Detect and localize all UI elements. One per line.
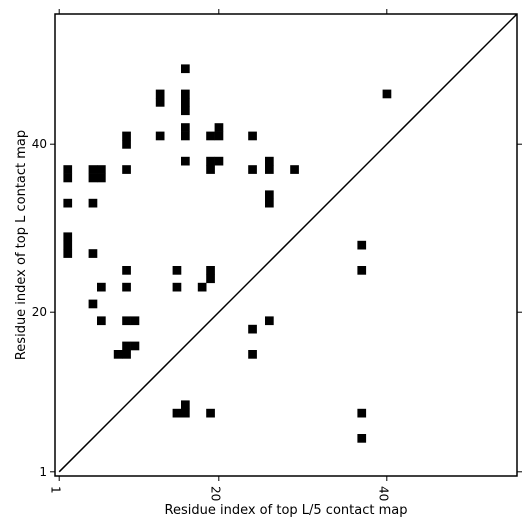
contact-cell bbox=[130, 341, 140, 351]
contact-cell bbox=[206, 165, 215, 174]
contact-cell bbox=[155, 131, 165, 141]
contact-cell bbox=[181, 64, 190, 74]
contact-cell bbox=[290, 165, 299, 174]
contact-cell bbox=[181, 89, 190, 99]
contact-cell bbox=[122, 140, 131, 149]
contact-cell bbox=[155, 89, 165, 99]
contact-cell bbox=[248, 131, 257, 141]
contact-cell bbox=[63, 165, 73, 174]
contact-cell bbox=[63, 240, 73, 250]
contact-cell bbox=[248, 165, 257, 174]
contact-cell bbox=[206, 131, 215, 141]
contact-cell bbox=[181, 400, 190, 410]
contact-cell bbox=[122, 350, 131, 359]
contact-cell bbox=[130, 316, 140, 326]
contact-cell bbox=[382, 89, 392, 99]
contact-cell bbox=[88, 165, 98, 174]
contact-cell bbox=[122, 282, 131, 292]
contact-cell bbox=[214, 131, 224, 141]
contact-cell bbox=[265, 198, 274, 208]
diagonal-line bbox=[58, 13, 518, 473]
x-tick-label: 20 bbox=[208, 486, 222, 501]
contact-cell bbox=[172, 266, 182, 275]
contact-cell bbox=[265, 190, 274, 200]
contact-cell bbox=[181, 408, 190, 418]
contact-cell bbox=[122, 165, 131, 174]
contact-cell bbox=[172, 282, 182, 292]
contact-cell bbox=[265, 316, 274, 326]
contact-cell bbox=[88, 173, 98, 183]
contact-cell bbox=[265, 156, 274, 166]
contact-cell bbox=[357, 240, 367, 250]
contact-cell bbox=[122, 341, 131, 351]
contact-cell bbox=[63, 173, 73, 183]
contact-cell bbox=[357, 408, 367, 418]
x-axis-ticks: 1 20 40 bbox=[49, 9, 390, 501]
y-tick-label: 20 bbox=[32, 305, 47, 319]
contact-cell bbox=[63, 198, 73, 208]
contact-cell bbox=[206, 408, 215, 418]
contact-cell bbox=[88, 249, 98, 258]
contact-cell bbox=[63, 249, 73, 258]
contact-cell bbox=[206, 266, 215, 275]
contact-cell bbox=[122, 316, 131, 326]
contact-cell bbox=[357, 266, 367, 275]
contact-cell bbox=[265, 165, 274, 174]
contact-cell bbox=[97, 282, 106, 292]
contact-cell bbox=[88, 198, 98, 208]
contact-cell bbox=[181, 106, 190, 116]
contact-cell bbox=[172, 408, 182, 418]
contact-cell bbox=[88, 299, 98, 309]
y-axis-ticks: 1 20 40 bbox=[32, 137, 522, 479]
x-axis-label: Residue index of top L/5 contact map bbox=[165, 503, 408, 518]
contact-cell bbox=[122, 131, 131, 141]
contact-cell bbox=[63, 232, 73, 242]
contact-cell bbox=[122, 266, 131, 275]
plot-frame bbox=[54, 13, 518, 477]
y-tick-label: 40 bbox=[32, 137, 47, 151]
y-tick-label: 1 bbox=[39, 465, 47, 479]
contact-cell bbox=[214, 123, 224, 132]
x-tick-label: 40 bbox=[376, 486, 390, 501]
contact-cell bbox=[97, 165, 106, 174]
x-tick-label: 1 bbox=[49, 486, 63, 494]
contact-cell bbox=[248, 350, 257, 359]
y-axis-label: Residue index of top L contact map bbox=[14, 130, 29, 360]
contact-cell bbox=[155, 98, 165, 107]
contact-cell bbox=[97, 316, 106, 326]
contact-cell bbox=[248, 324, 257, 334]
contact-cell bbox=[206, 156, 215, 166]
contact-cell bbox=[357, 434, 367, 443]
contact-cell bbox=[197, 282, 207, 292]
contact-cell bbox=[97, 173, 106, 183]
contact-cell bbox=[181, 98, 190, 107]
contact-cell bbox=[214, 156, 224, 166]
contact-cell bbox=[206, 274, 215, 284]
contact-cell bbox=[181, 156, 190, 166]
contact-cell bbox=[181, 131, 190, 141]
contact-cells bbox=[63, 64, 392, 443]
contact-cell bbox=[113, 350, 123, 359]
contact-cell bbox=[181, 123, 190, 132]
